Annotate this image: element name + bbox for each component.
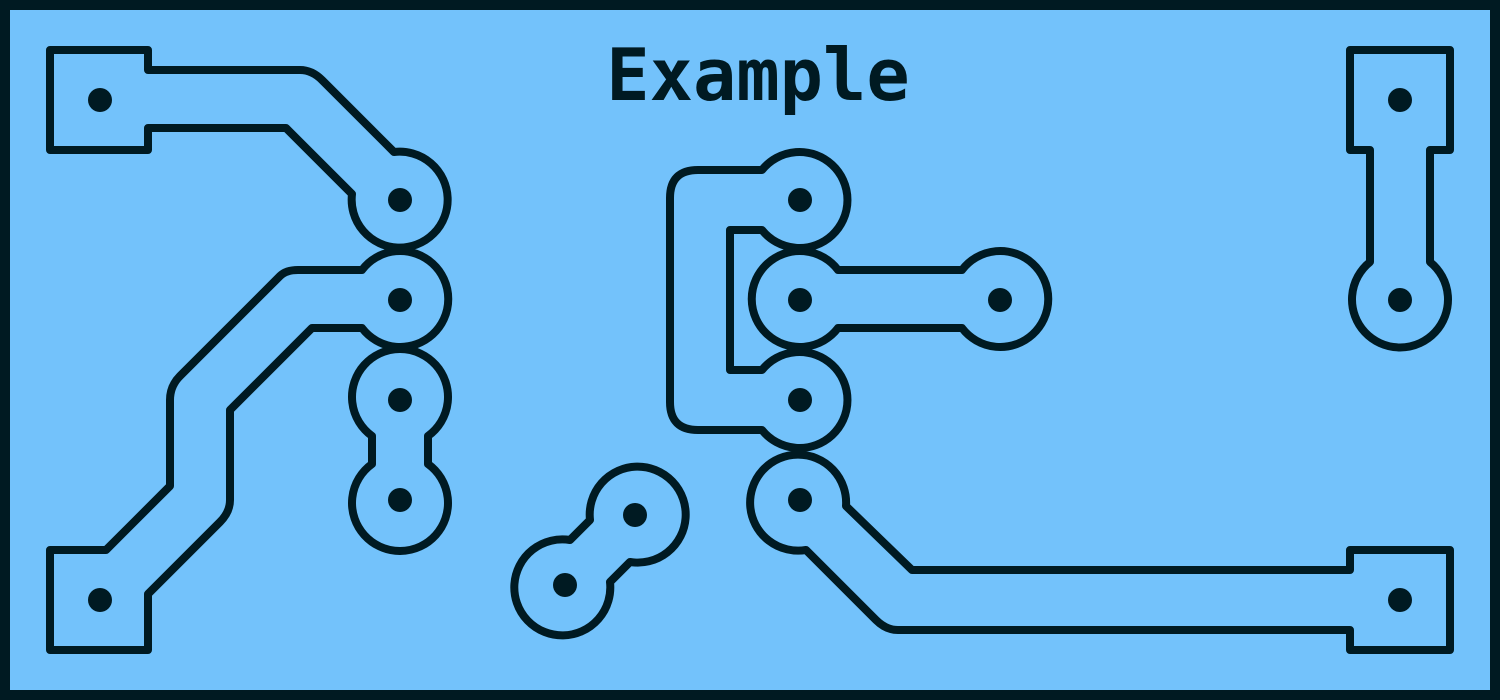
drill-hole xyxy=(1388,588,1412,612)
drill-hole xyxy=(388,188,412,212)
board-title: Example xyxy=(606,33,909,117)
trace-center-bracket xyxy=(666,148,852,452)
trace-left-vertical xyxy=(46,247,453,654)
drill-hole xyxy=(788,288,812,312)
drill-hole xyxy=(788,188,812,212)
trace-bottom-long xyxy=(746,450,1454,654)
drill-hole xyxy=(88,88,112,112)
trace-center-horizontal xyxy=(747,247,1053,351)
drill-hole xyxy=(1388,288,1412,312)
drill-hole xyxy=(388,288,412,312)
drill-hole xyxy=(788,388,812,412)
drill-hole xyxy=(623,503,647,527)
trace-top-left xyxy=(46,46,452,252)
drill-hole xyxy=(388,388,412,412)
drill-hole xyxy=(553,573,577,597)
pad-pair-left xyxy=(348,345,452,555)
drill-holes xyxy=(88,88,1412,612)
drill-hole xyxy=(388,488,412,512)
drill-hole xyxy=(988,288,1012,312)
trace-right-vertical xyxy=(1346,46,1454,352)
drill-hole xyxy=(788,488,812,512)
drill-hole xyxy=(1388,88,1412,112)
drill-hole xyxy=(88,588,112,612)
